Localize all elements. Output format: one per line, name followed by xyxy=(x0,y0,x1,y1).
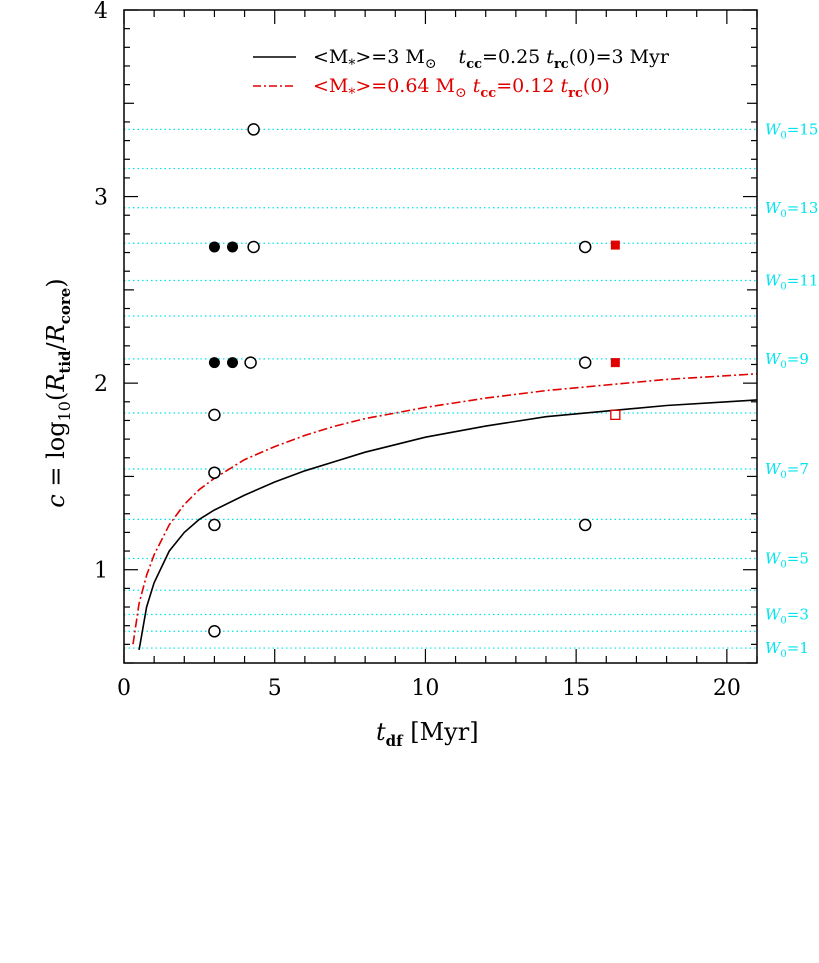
points-open-circle-0 xyxy=(208,625,221,638)
points-open-circle-9 xyxy=(578,518,592,532)
y-tick-label-2: 2 xyxy=(94,372,108,397)
points-filled-circle-0 xyxy=(208,241,220,253)
axis-tick-labels: 0 5 10 15 20 1 2 3 4 xyxy=(94,0,741,701)
x-tick-label-10: 10 xyxy=(411,676,439,701)
y-tick-label-1: 1 xyxy=(94,559,108,584)
points-filled-circle-2 xyxy=(208,357,220,369)
x-tick-label-5: 5 xyxy=(268,676,282,701)
curve-1 xyxy=(132,373,758,645)
w0-label-4: W0=5 xyxy=(765,550,809,571)
points-open-circle-7 xyxy=(578,240,592,254)
x-axis-label: tdf [Myr] xyxy=(376,718,479,750)
points-filled-square-0 xyxy=(610,240,620,250)
x-tick-label-15: 15 xyxy=(562,676,590,701)
points-open-circle-6 xyxy=(244,356,257,369)
points-open-circle-4 xyxy=(247,123,260,136)
x-tick-label-20: 20 xyxy=(713,676,741,701)
points-filled-circle-3 xyxy=(227,357,239,369)
legend-entry-black: <M*>=3 M⊙ tcc=0.25 trc(0)=3 Myr xyxy=(313,46,670,73)
w0-label-10: W0=11 xyxy=(765,272,818,293)
w0-label-12: W0=13 xyxy=(765,199,818,220)
model-curves xyxy=(132,373,758,651)
points-open-circle-2 xyxy=(208,466,221,479)
points-filled-square-1 xyxy=(610,358,620,368)
points-open-circle-1 xyxy=(208,518,221,532)
w0-label-8: W0=9 xyxy=(765,350,809,371)
points-open-square-0 xyxy=(610,409,621,421)
w0-label-2: W0=3 xyxy=(765,605,809,626)
curve-0 xyxy=(138,399,758,651)
points-open-circle-3 xyxy=(208,408,221,422)
y-axis-label: c = log10(Rtid/Rcore) xyxy=(42,278,74,507)
axis-ticks xyxy=(123,9,758,664)
legend-entry-red: <M*>=0.64 M⊙ tcc=0.12 trc(0) xyxy=(313,75,610,102)
w0-label-14: W0=15 xyxy=(765,120,818,141)
points-open-circle-5 xyxy=(247,240,260,254)
legend: <M*>=3 M⊙ tcc=0.25 trc(0)=3 Myr <M*>=0.64… xyxy=(253,46,670,102)
points-open-circle-8 xyxy=(578,356,592,369)
plot-frame xyxy=(123,9,758,664)
w0-label-6: W0=7 xyxy=(765,460,809,481)
points-filled-circle-1 xyxy=(227,241,239,253)
w0-reference-lines xyxy=(124,128,757,649)
y-tick-label-4: 4 xyxy=(94,0,108,24)
y-tick-label-3: 3 xyxy=(94,186,108,211)
x-tick-label-0: 0 xyxy=(117,676,131,701)
data-points xyxy=(208,123,621,638)
w0-label-0: W0=1 xyxy=(765,639,809,660)
w0-labels: W0=1 W0=3 W0=5 W0=7 W0=9 W0=11 W0=13 W0=15 xyxy=(765,120,818,660)
